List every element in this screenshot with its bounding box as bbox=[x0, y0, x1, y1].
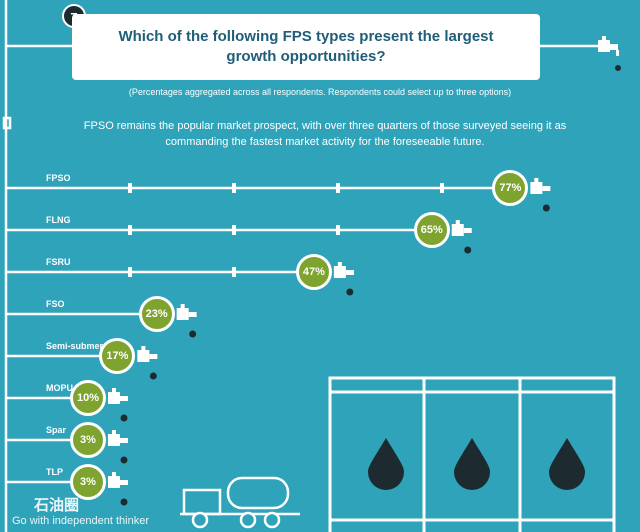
pipe-joint bbox=[232, 225, 236, 235]
pipe-joint bbox=[232, 183, 236, 193]
value-bubble: 3% bbox=[70, 422, 106, 458]
oil-barrels-icon bbox=[328, 376, 616, 532]
tap-icon bbox=[451, 224, 464, 236]
pipe-joint bbox=[336, 183, 340, 193]
tap-spout bbox=[188, 312, 197, 317]
tap-spout bbox=[463, 228, 472, 233]
tap-icon bbox=[530, 182, 543, 194]
oil-drop-icon bbox=[346, 288, 354, 296]
category-label: TLP bbox=[46, 467, 63, 477]
chart-title: Which of the following FPS types present… bbox=[118, 28, 494, 65]
tap-spout bbox=[120, 438, 128, 443]
category-label: MOPU bbox=[46, 383, 73, 393]
oil-drop-icon bbox=[542, 204, 550, 212]
value-bubble: 65% bbox=[413, 212, 450, 248]
value-bubble: 47% bbox=[295, 254, 332, 290]
oil-drop-icon bbox=[120, 498, 128, 506]
value-bubble: 10% bbox=[70, 380, 106, 416]
tap-spout bbox=[149, 354, 158, 359]
category-label: Semi-submersible bbox=[46, 341, 124, 351]
tap-icon bbox=[137, 350, 150, 362]
category-label: FPSO bbox=[46, 173, 71, 183]
tap-spout bbox=[120, 396, 128, 401]
category-label: Spar bbox=[46, 425, 67, 435]
watermark-en: Go with independent thinker bbox=[12, 515, 149, 527]
value-bubble: 23% bbox=[138, 296, 175, 332]
tap-spout bbox=[120, 480, 128, 485]
tap-handle bbox=[112, 388, 116, 394]
oil-drop-icon bbox=[549, 438, 585, 490]
tap-handle bbox=[141, 346, 146, 352]
watermark-cn: 石油圈 bbox=[34, 497, 80, 514]
oil-drop-icon bbox=[464, 246, 472, 254]
oil-drop-icon bbox=[189, 330, 197, 338]
pipe-joint bbox=[128, 225, 132, 235]
watermark: 石油圈 Go with independent thinker bbox=[12, 494, 149, 527]
tap-icon bbox=[176, 308, 189, 320]
oil-drop-icon bbox=[368, 438, 404, 490]
tap-icon bbox=[108, 476, 120, 488]
tap-icon bbox=[108, 434, 120, 446]
tap-spout bbox=[345, 270, 354, 275]
pipe-joint bbox=[440, 183, 444, 193]
category-label: FSO bbox=[46, 299, 65, 309]
pipe-joint bbox=[336, 225, 340, 235]
pipe-valve bbox=[2, 116, 12, 130]
pipe-joint bbox=[128, 183, 132, 193]
tap-handle bbox=[534, 178, 539, 184]
tap-spout bbox=[542, 186, 551, 191]
oil-drop-icon bbox=[120, 414, 128, 422]
pipe-joint bbox=[128, 267, 132, 277]
intro-text: FPSO remains the popular market prospect… bbox=[83, 120, 567, 148]
oil-drop-icon bbox=[454, 438, 490, 490]
title-box: Which of the following FPS types present… bbox=[72, 14, 540, 80]
methodology-note: (Percentages aggregated across all respo… bbox=[128, 87, 512, 97]
tap-icon bbox=[108, 392, 120, 404]
tap-handle bbox=[180, 304, 185, 310]
tap-icon bbox=[598, 36, 621, 71]
tap-handle bbox=[112, 472, 116, 478]
value-bubble: 17% bbox=[99, 338, 136, 374]
tap-handle bbox=[337, 262, 342, 268]
category-label: FSRU bbox=[46, 257, 71, 267]
tap-icon bbox=[333, 266, 346, 278]
tap-handle bbox=[455, 220, 460, 226]
oil-drop-icon bbox=[120, 456, 128, 464]
oil-drop-icon bbox=[149, 372, 157, 380]
category-label: FLNG bbox=[46, 215, 71, 225]
tap-handle bbox=[112, 430, 116, 436]
pipe-joint bbox=[232, 267, 236, 277]
tanker-truck-icon bbox=[180, 476, 300, 529]
value-bubble: 3% bbox=[70, 464, 106, 500]
value-bubble: 77% bbox=[492, 170, 529, 206]
